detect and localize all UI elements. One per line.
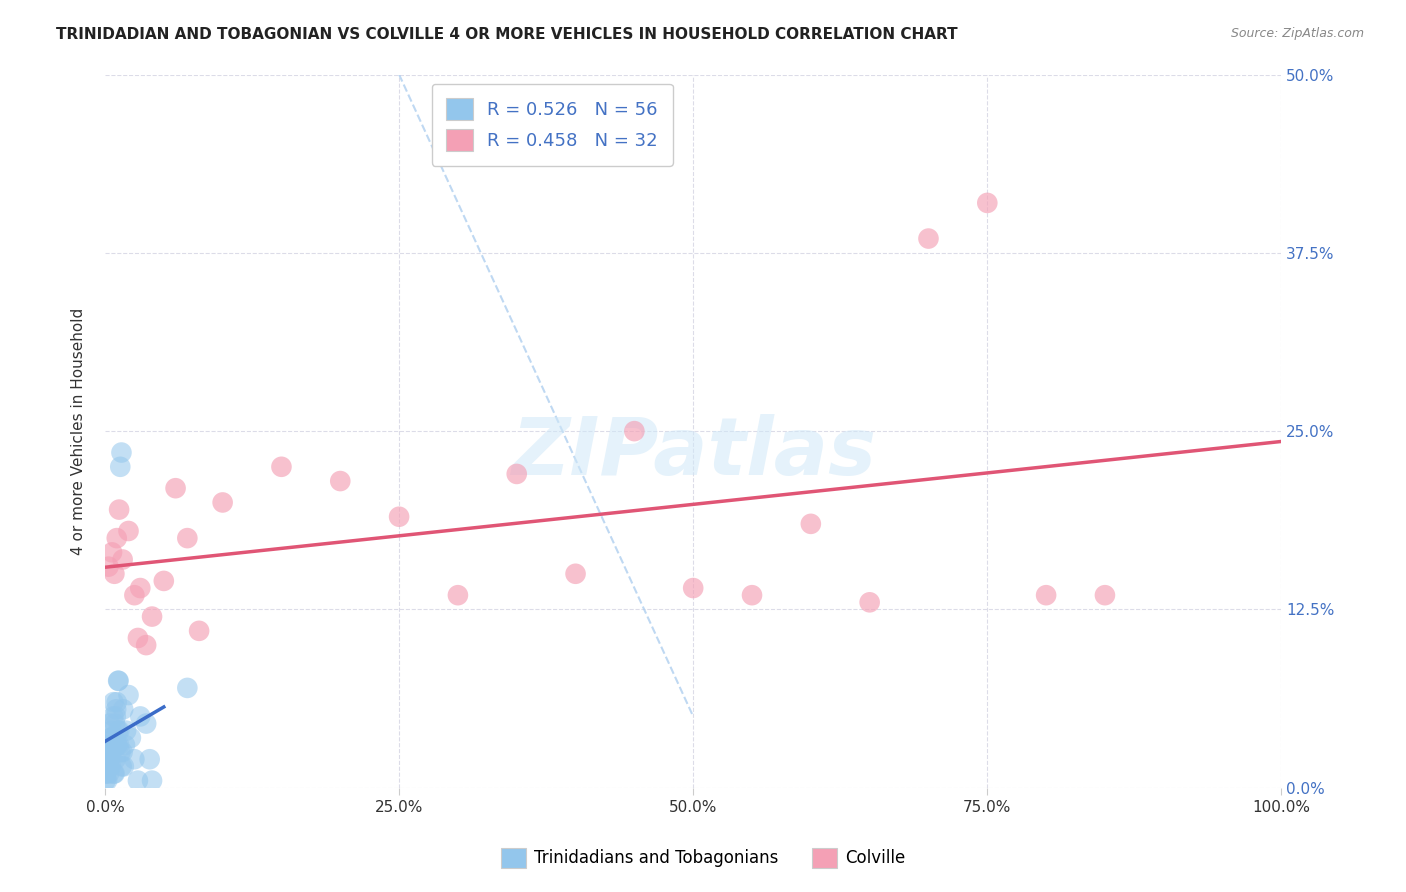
Point <box>111 745 134 759</box>
Point <box>127 631 149 645</box>
Point <box>135 638 157 652</box>
Point <box>103 695 125 709</box>
Point <box>110 445 132 459</box>
Legend: R = 0.526   N = 56, R = 0.458   N = 32: R = 0.526 N = 56, R = 0.458 N = 32 <box>432 84 672 166</box>
Point <box>120 731 142 745</box>
Point <box>564 566 586 581</box>
Point <box>117 524 139 538</box>
Point <box>105 738 128 752</box>
Point <box>97 559 120 574</box>
Text: ZIPatlas: ZIPatlas <box>510 414 876 491</box>
Point <box>176 531 198 545</box>
Point <box>108 723 131 738</box>
Point <box>101 545 124 559</box>
Legend: Trinidadians and Tobagonians, Colville: Trinidadians and Tobagonians, Colville <box>494 841 912 875</box>
Point <box>107 673 129 688</box>
Point <box>506 467 529 481</box>
Point <box>94 766 117 780</box>
Point <box>96 759 118 773</box>
Point <box>98 731 121 745</box>
Point <box>97 738 120 752</box>
Point <box>105 531 128 545</box>
Point <box>114 738 136 752</box>
Point <box>96 773 118 788</box>
Point <box>98 766 121 780</box>
Point <box>96 766 118 780</box>
Point <box>623 424 645 438</box>
Point <box>917 231 939 245</box>
Point <box>105 702 128 716</box>
Point <box>103 709 125 723</box>
Point <box>124 588 146 602</box>
Point <box>100 759 122 773</box>
Point <box>141 773 163 788</box>
Point <box>104 716 127 731</box>
Point <box>104 709 127 723</box>
Point <box>96 752 118 766</box>
Y-axis label: 4 or more Vehicles in Household: 4 or more Vehicles in Household <box>72 308 86 555</box>
Point <box>111 552 134 566</box>
Point <box>117 688 139 702</box>
Point <box>165 481 187 495</box>
Point <box>447 588 470 602</box>
Point <box>1035 588 1057 602</box>
Point <box>110 745 132 759</box>
Point <box>104 752 127 766</box>
Point <box>101 738 124 752</box>
Text: Source: ZipAtlas.com: Source: ZipAtlas.com <box>1230 27 1364 40</box>
Point <box>115 723 138 738</box>
Point <box>211 495 233 509</box>
Text: TRINIDADIAN AND TOBAGONIAN VS COLVILLE 4 OR MORE VEHICLES IN HOUSEHOLD CORRELATI: TRINIDADIAN AND TOBAGONIAN VS COLVILLE 4… <box>56 27 957 42</box>
Point <box>135 716 157 731</box>
Point <box>270 459 292 474</box>
Point <box>98 752 121 766</box>
Point <box>107 723 129 738</box>
Point <box>101 745 124 759</box>
Point <box>107 673 129 688</box>
Point <box>103 766 125 780</box>
Point <box>110 459 132 474</box>
Point <box>800 516 823 531</box>
Point <box>105 695 128 709</box>
Point <box>329 474 352 488</box>
Point <box>111 759 134 773</box>
Point <box>97 745 120 759</box>
Point <box>129 581 152 595</box>
Point <box>94 773 117 788</box>
Point <box>108 502 131 516</box>
Point <box>1094 588 1116 602</box>
Point <box>97 759 120 773</box>
Point <box>112 759 135 773</box>
Point <box>976 195 998 210</box>
Point <box>188 624 211 638</box>
Point <box>127 773 149 788</box>
Point <box>108 738 131 752</box>
Point <box>97 752 120 766</box>
Point <box>103 731 125 745</box>
Point <box>96 759 118 773</box>
Point <box>141 609 163 624</box>
Point <box>103 566 125 581</box>
Point <box>112 702 135 716</box>
Point <box>682 581 704 595</box>
Point <box>98 716 121 731</box>
Point <box>129 709 152 723</box>
Point <box>741 588 763 602</box>
Point <box>100 723 122 738</box>
Point <box>124 752 146 766</box>
Point <box>101 731 124 745</box>
Point <box>176 681 198 695</box>
Point <box>104 766 127 780</box>
Point <box>138 752 160 766</box>
Point <box>105 738 128 752</box>
Point <box>153 574 176 588</box>
Point <box>388 509 411 524</box>
Point <box>859 595 882 609</box>
Point <box>100 745 122 759</box>
